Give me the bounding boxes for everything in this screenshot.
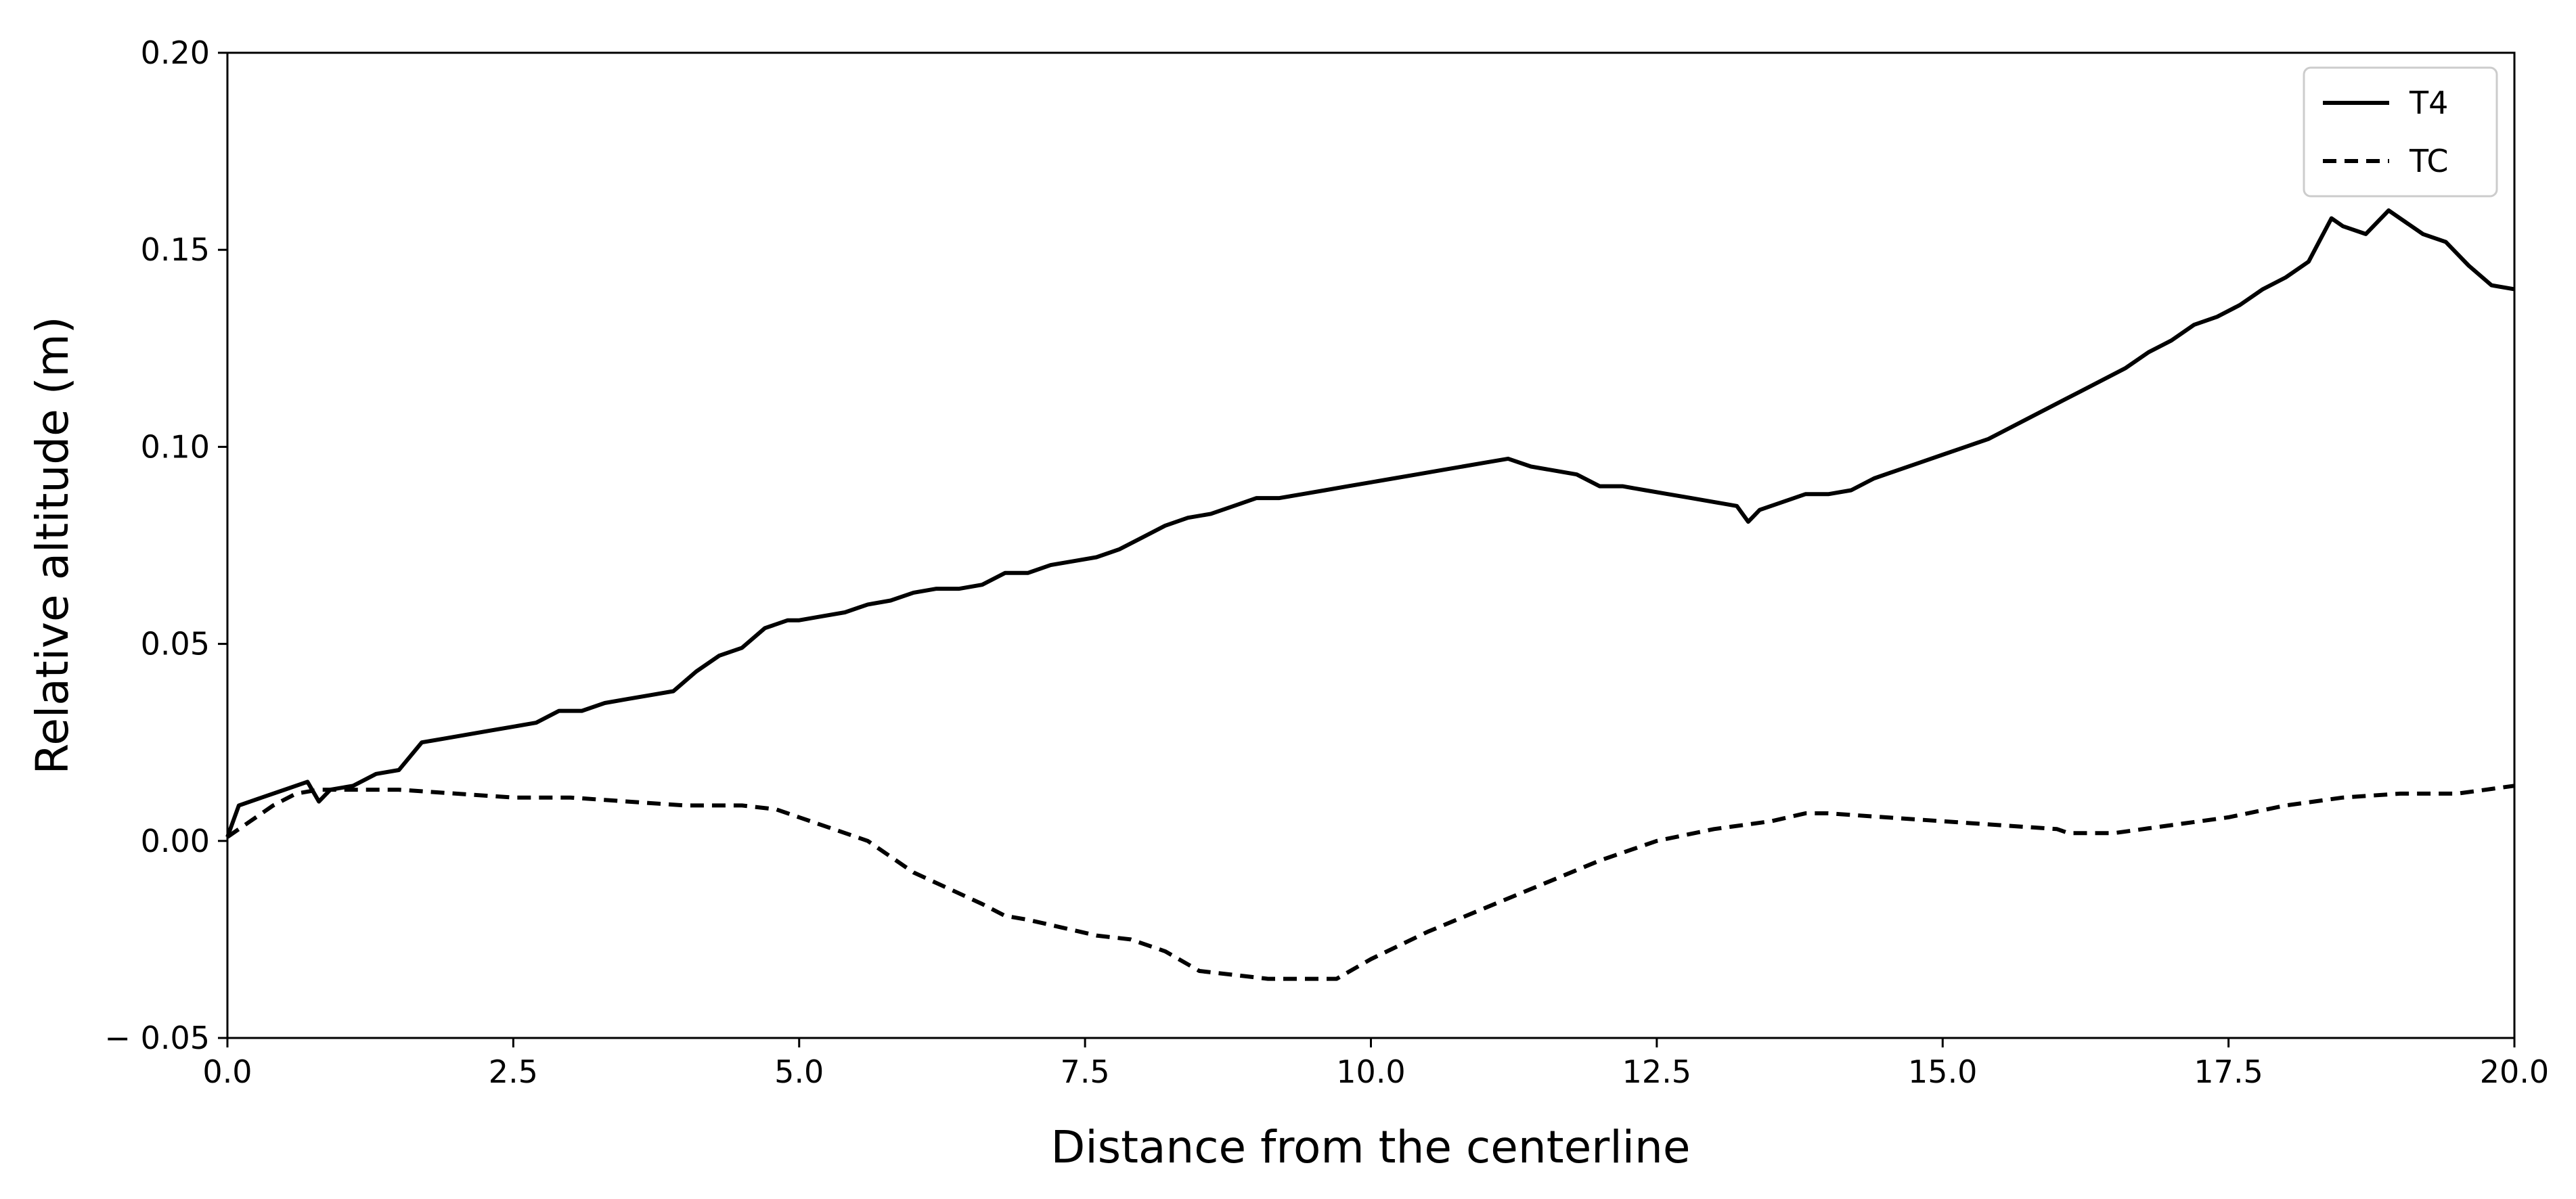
- x-tick-label: 5.0: [774, 1054, 824, 1090]
- y-tick-label: 0.00: [141, 823, 210, 859]
- legend-box: [2303, 66, 2498, 198]
- x-axis-title: Distance from the centerline: [1051, 1121, 1691, 1173]
- x-tick-label: 0.0: [202, 1054, 252, 1090]
- legend: T4 TC: [2303, 66, 2498, 198]
- x-tick-label: 20.0: [2480, 1054, 2549, 1090]
- series-lines: [225, 208, 2515, 981]
- y-tick-label: 0.05: [141, 626, 210, 662]
- series-line-t4: [225, 208, 2515, 838]
- series-line-tc: [226, 784, 2515, 981]
- y-tick-label: 0.20: [141, 35, 210, 71]
- x-tick-label: 17.5: [2194, 1054, 2263, 1090]
- y-tick-label: 0.15: [141, 231, 210, 268]
- legend-label-tc: TC: [2409, 143, 2449, 179]
- x-tick-label: 15.0: [1908, 1054, 1977, 1090]
- x-tick-label: 10.0: [1336, 1054, 1405, 1090]
- y-tick-label: − 0.05: [104, 1020, 210, 1056]
- y-tick-label: 0.10: [141, 428, 210, 465]
- y-axis: − 0.05 0.00 0.05 0.10 0.15 0.20: [104, 35, 227, 1056]
- x-tick-label: 2.5: [489, 1054, 538, 1090]
- y-axis-title: Relative altitude (m): [26, 316, 79, 774]
- x-tick-label: 7.5: [1061, 1054, 1110, 1090]
- legend-label-t4: T4: [2409, 85, 2448, 121]
- x-tick-label: 12.5: [1622, 1054, 1691, 1090]
- x-axis: 0.0 2.5 5.0 7.5 10.0 12.5 15.0 17.5 20.0: [202, 1038, 2549, 1090]
